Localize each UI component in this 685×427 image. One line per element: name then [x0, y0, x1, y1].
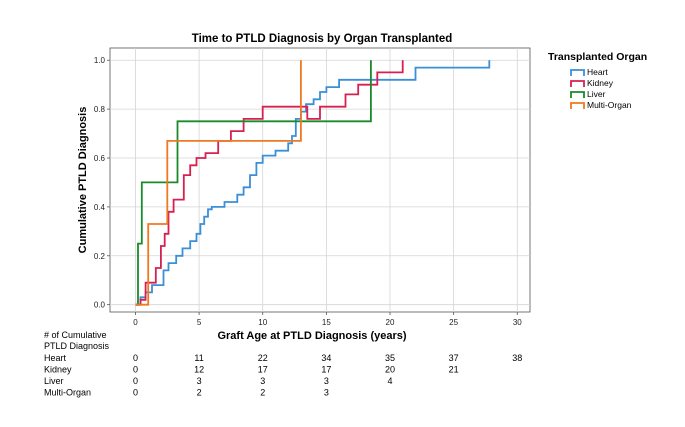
risk-cell-heart: 22	[258, 353, 268, 363]
risk-cell-heart: 0	[133, 353, 138, 363]
risk-cell-kidney: 21	[449, 365, 459, 375]
risk-table: # of Cumulative PTLD Diagnosis Heart 0 11 2…	[44, 330, 522, 398]
x-tick-label: 10	[258, 318, 267, 327]
risk-cell-multi-organ: 3	[324, 388, 329, 398]
x-axis-ticks: 0 5 10 15 20 25 30	[133, 312, 522, 327]
risk-table-header-line2: PTLD Diagnosis	[44, 341, 110, 351]
x-axis-label: Graft Age at PTLD Diagnosis (years)	[217, 330, 406, 342]
risk-cell-liver: 0	[133, 376, 138, 386]
legend-swatch-liver	[570, 91, 585, 98]
risk-cell-liver: 3	[260, 376, 265, 386]
legend-label-heart: Heart	[587, 67, 608, 77]
legend-label-kidney: Kidney	[587, 78, 614, 88]
series-line-liver	[135, 60, 372, 306]
risk-cell-liver: 4	[387, 376, 392, 386]
x-tick-label: 25	[449, 318, 458, 327]
risk-row-label-liver: Liver	[44, 376, 64, 386]
y-tick-label: 0.6	[94, 154, 106, 163]
y-axis-ticks: 0.0 0.2 0.4 0.6 0.8 1.0	[94, 56, 110, 310]
risk-cell-heart: 35	[385, 353, 395, 363]
legend-swatch-multi-organ	[570, 102, 585, 109]
y-tick-label: 0.0	[94, 301, 106, 310]
chart-title: Time to PTLD Diagnosis by Organ Transpla…	[192, 33, 453, 45]
risk-row-label-kidney: Kidney	[44, 365, 72, 375]
y-axis-label: Cumulative PTLD Diagnosis	[77, 107, 89, 254]
legend: Transplanted Organ HeartKidneyLiverMulti…	[548, 51, 647, 110]
legend-label-liver: Liver	[587, 89, 606, 99]
risk-row-label-multi-organ: Multi-Organ	[44, 388, 91, 398]
risk-cell-heart: 11	[194, 353, 203, 363]
series-line-multi-organ	[135, 60, 302, 306]
y-tick-label: 0.4	[94, 203, 106, 212]
risk-cell-kidney: 20	[385, 365, 395, 375]
y-tick-label: 1.0	[94, 56, 106, 65]
risk-cell-heart: 37	[449, 353, 459, 363]
series-lines	[135, 60, 491, 306]
risk-cell-liver: 3	[197, 376, 202, 386]
legend-title: Transplanted Organ	[548, 51, 647, 63]
risk-table-header-line1: # of Cumulative	[44, 330, 107, 340]
risk-cell-kidney: 12	[194, 365, 204, 375]
risk-cell-heart: 34	[321, 353, 331, 363]
x-tick-label: 0	[133, 318, 138, 327]
risk-cell-kidney: 0	[133, 365, 138, 375]
legend-swatch-kidney	[570, 80, 585, 87]
risk-cell-multi-organ: 2	[260, 388, 265, 398]
series-line-kidney	[135, 60, 404, 306]
x-tick-label: 15	[322, 318, 331, 327]
risk-cell-kidney: 17	[321, 365, 331, 375]
y-tick-label: 0.2	[94, 252, 106, 261]
legend-label-multi-organ: Multi-Organ	[587, 100, 632, 110]
legend-swatch-heart	[570, 69, 585, 76]
plot-frame	[109, 47, 531, 313]
risk-cell-multi-organ: 0	[133, 388, 138, 398]
x-tick-label: 20	[386, 318, 395, 327]
risk-cell-liver: 3	[324, 376, 329, 386]
risk-cell-multi-organ: 2	[197, 388, 202, 398]
risk-row-label-heart: Heart	[44, 353, 67, 363]
risk-cell-heart: 38	[512, 353, 522, 363]
x-tick-label: 5	[197, 318, 202, 327]
risk-cell-kidney: 17	[258, 365, 268, 375]
x-tick-label: 30	[513, 318, 522, 327]
series-line-heart	[135, 60, 491, 306]
y-tick-label: 0.8	[94, 105, 106, 114]
